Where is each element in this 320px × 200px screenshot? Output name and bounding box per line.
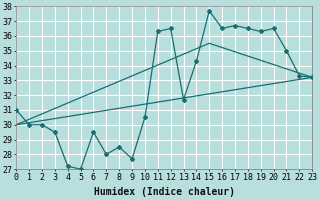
X-axis label: Humidex (Indice chaleur): Humidex (Indice chaleur) [94, 187, 235, 197]
